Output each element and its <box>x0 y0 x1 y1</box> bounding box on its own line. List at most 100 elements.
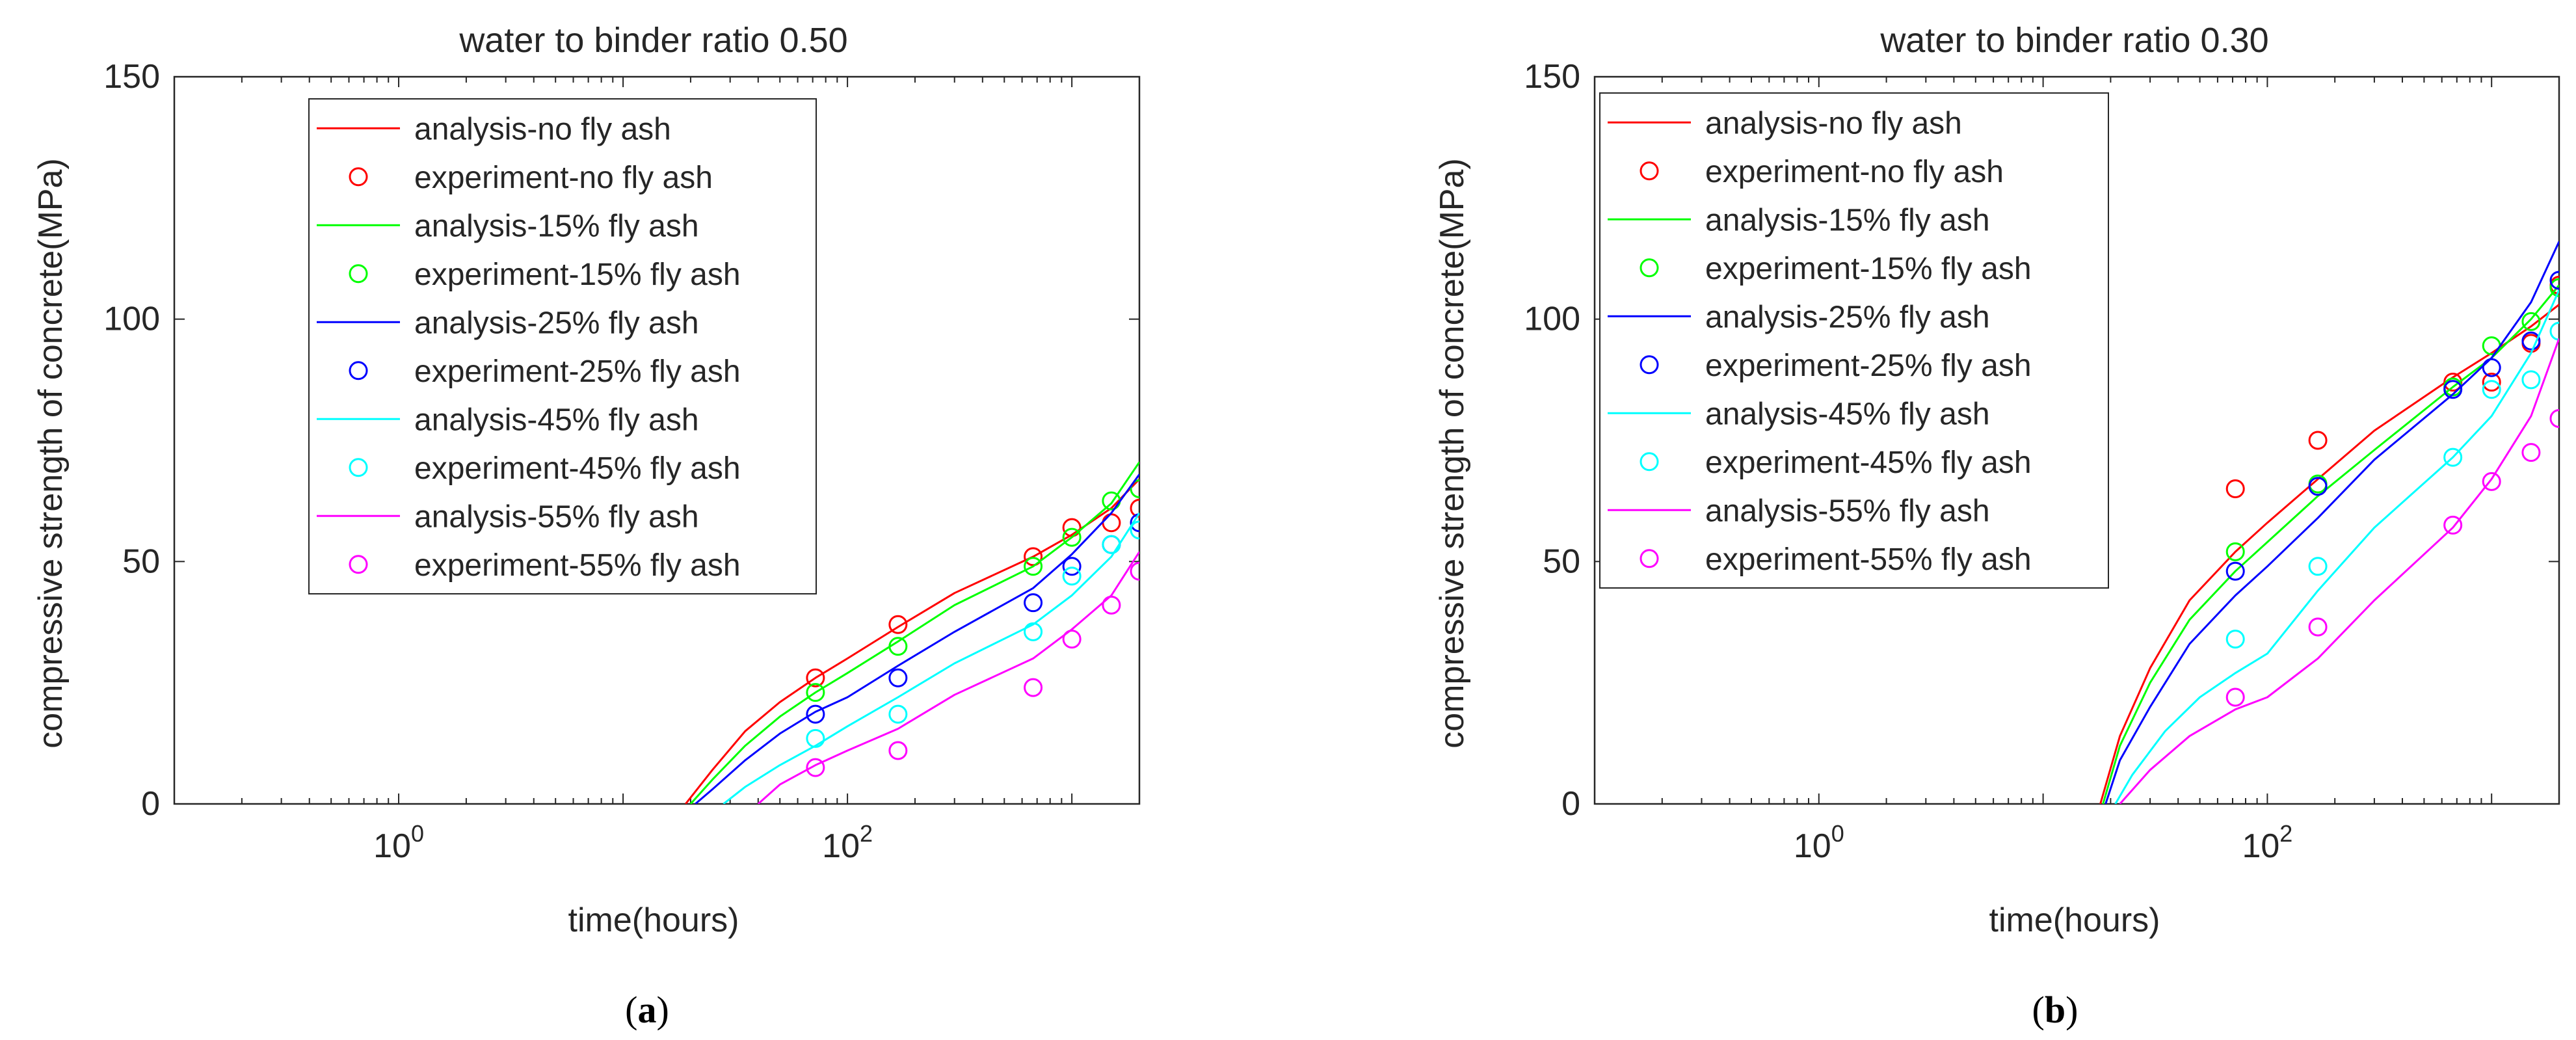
series-line-analysis-25-fly-ash <box>2105 241 2559 804</box>
data-point-experiment-no-fly-ash <box>806 668 825 687</box>
data-point-experiment-55-fly-ash <box>2482 472 2501 491</box>
legend-swatch-marker <box>349 555 368 574</box>
data-point-experiment-no-fly-ash <box>1102 513 1121 533</box>
legend-swatch-marker <box>1640 355 1659 375</box>
y-tick-label: 50 <box>122 542 160 580</box>
data-point-experiment-25-fly-ash <box>1130 513 1139 533</box>
x-axis-label: time(hours) <box>568 901 739 939</box>
data-point-experiment-45-fly-ash <box>2308 557 2328 576</box>
x-minor-ticks <box>241 77 1073 804</box>
data-point-experiment-45-fly-ash <box>1062 567 1082 586</box>
legend-swatch-marker <box>1640 161 1659 181</box>
series-line-analysis-55-fly-ash <box>757 551 1139 804</box>
data-point-experiment-25-fly-ash <box>1062 557 1082 576</box>
data-point-experiment-45-fly-ash <box>2549 321 2559 341</box>
data-point-experiment-55-fly-ash <box>2308 617 2328 637</box>
data-point-experiment-45-fly-ash <box>806 728 825 748</box>
legend-label: experiment-no fly ash <box>1705 155 2004 189</box>
y-tick-label: 100 <box>103 300 160 338</box>
series-line-analysis-45-fly-ash <box>723 512 1139 804</box>
data-point-experiment-45-fly-ash <box>2521 370 2541 390</box>
panel-a: water to binder ratio 0.50 compressive s… <box>32 21 1141 1031</box>
data-point-experiment-no-fly-ash <box>2443 373 2463 392</box>
x-minor-ticks <box>1661 77 2493 804</box>
data-point-experiment-55-fly-ash <box>1130 561 1139 581</box>
legend-label: analysis-15% fly ash <box>1705 203 1990 237</box>
legend-label: analysis-55% fly ash <box>1705 494 1990 528</box>
legend-label: analysis-25% fly ash <box>1705 300 1990 334</box>
data-point-experiment-15-fly-ash <box>806 683 825 702</box>
legend: analysis-no fly ash experiment-no fly ash… <box>1599 92 2109 589</box>
y-tick-label: 0 <box>1561 785 1580 823</box>
data-point-experiment-15-fly-ash <box>1062 527 1082 547</box>
data-point-experiment-55-fly-ash <box>888 741 908 760</box>
y-tick-label: 0 <box>141 785 160 823</box>
data-point-experiment-55-fly-ash <box>2521 443 2541 462</box>
data-point-experiment-25-fly-ash <box>1024 593 1043 613</box>
legend-swatch-marker <box>1640 549 1659 568</box>
data-point-experiment-55-fly-ash <box>1102 595 1121 615</box>
data-point-experiment-25-fly-ash <box>806 704 825 724</box>
x-tick-label: 102 <box>2242 820 2292 865</box>
data-point-experiment-15-fly-ash <box>888 637 908 656</box>
legend-label: experiment-15% fly ash <box>1705 252 2032 286</box>
data-point-experiment-15-fly-ash <box>2482 336 2501 356</box>
legend-label: analysis-no fly ash <box>1705 106 1962 140</box>
x-axis-label: time(hours) <box>1989 901 2160 939</box>
series-line-analysis-no-fly-ash <box>2099 304 2559 804</box>
legend-box <box>1599 92 2109 589</box>
legend-label: analysis-55% fly ash <box>414 500 699 534</box>
y-tick-label: 50 <box>1543 542 1580 580</box>
legend-label: experiment-55% fly ash <box>414 548 741 583</box>
data-point-experiment-15-fly-ash <box>2521 312 2541 331</box>
data-point-experiment-15-fly-ash <box>1024 557 1043 576</box>
data-point-experiment-45-fly-ash <box>2225 630 2245 649</box>
series-line-analysis-25-fly-ash <box>695 473 1139 804</box>
chart-title: water to binder ratio 0.50 <box>458 21 847 60</box>
legend-label: analysis-15% fly ash <box>414 209 699 243</box>
legend-swatch-marker <box>349 167 368 187</box>
legend-box <box>308 98 817 594</box>
data-point-experiment-55-fly-ash <box>2549 408 2559 428</box>
data-point-experiment-25-fly-ash <box>2549 271 2559 290</box>
data-point-experiment-no-fly-ash <box>888 615 908 634</box>
y-axis-label: compressive strength of concrete(MPa) <box>32 158 70 748</box>
legend-swatch-marker <box>1640 258 1659 278</box>
data-point-experiment-no-fly-ash <box>2308 431 2328 450</box>
legend-label: analysis-45% fly ash <box>1705 397 1990 431</box>
data-point-experiment-45-fly-ash <box>888 704 908 724</box>
data-point-experiment-25-fly-ash <box>2225 561 2245 581</box>
data-point-experiment-no-fly-ash <box>1130 498 1139 518</box>
y-tick-label: 100 <box>1524 300 1580 338</box>
legend: analysis-no fly ash experiment-no fly ash… <box>308 98 817 594</box>
data-point-experiment-15-fly-ash <box>2549 278 2559 297</box>
legend-label: analysis-45% fly ash <box>414 403 699 437</box>
legend-label: experiment-45% fly ash <box>1705 446 2032 480</box>
panel-caption-letter: b <box>2045 989 2065 1031</box>
legend-label: analysis-25% fly ash <box>414 306 699 340</box>
data-point-experiment-55-fly-ash <box>2443 515 2463 535</box>
legend-label: experiment-25% fly ash <box>414 354 741 389</box>
data-point-experiment-45-fly-ash <box>1024 622 1043 641</box>
series-line-analysis-55-fly-ash <box>2119 338 2559 804</box>
y-tick-label: 150 <box>1524 58 1580 96</box>
legend-swatch-marker <box>349 264 368 284</box>
x-tick-label: 100 <box>1794 820 1844 865</box>
data-point-experiment-55-fly-ash <box>2225 687 2245 707</box>
series-line-analysis-45-fly-ash <box>2114 289 2559 804</box>
legend-swatch-marker <box>1640 452 1659 472</box>
data-point-experiment-no-fly-ash <box>2225 479 2245 499</box>
x-tick-label: 102 <box>822 820 873 865</box>
data-point-experiment-25-fly-ash <box>2521 331 2541 351</box>
data-point-experiment-no-fly-ash <box>1062 518 1082 537</box>
data-point-experiment-25-fly-ash <box>2482 358 2501 377</box>
legend-swatch-marker <box>349 458 368 477</box>
legend-swatch-marker <box>349 361 368 380</box>
y-tick-label: 150 <box>103 58 160 96</box>
panel-caption: (b) <box>2032 989 2078 1031</box>
data-point-experiment-55-fly-ash <box>1024 678 1043 697</box>
data-point-experiment-45-fly-ash <box>1130 520 1139 540</box>
legend-label: analysis-no fly ash <box>414 112 671 146</box>
panel-b: water to binder ratio 0.30 compressive s… <box>1433 21 2560 1031</box>
